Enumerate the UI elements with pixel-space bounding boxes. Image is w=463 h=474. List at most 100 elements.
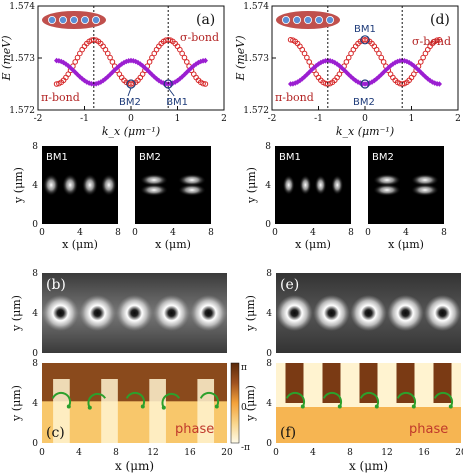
vortex-arrow-head bbox=[374, 404, 379, 409]
bm1-marker bbox=[360, 35, 370, 45]
y-tick-label: 8 bbox=[266, 359, 272, 369]
chain-site bbox=[59, 15, 68, 24]
data-point bbox=[434, 37, 440, 44]
vortex-arrow bbox=[433, 391, 454, 408]
y-axis-label: y (μm) bbox=[10, 385, 23, 422]
mode-lobe bbox=[373, 174, 401, 186]
data-point bbox=[378, 71, 384, 78]
x-tick-label: -2 bbox=[268, 114, 277, 124]
x-tick-label: 0 bbox=[128, 114, 134, 124]
mode-label: BM2 bbox=[139, 152, 161, 163]
x-axis-label: x (μm) bbox=[155, 238, 191, 251]
mode-lobe bbox=[178, 184, 206, 196]
y-tick-label: 0 bbox=[32, 349, 38, 359]
data-point bbox=[107, 54, 113, 61]
x-tick-label: 8 bbox=[208, 228, 214, 238]
mode-lobe bbox=[331, 175, 344, 195]
x-tick-label: 2 bbox=[455, 114, 461, 124]
vortex-ring bbox=[116, 295, 153, 331]
data-point bbox=[304, 54, 310, 61]
x-axis-label: k_x (μm⁻¹) bbox=[336, 125, 394, 138]
data-point bbox=[105, 73, 111, 80]
x-tick-label: 0 bbox=[132, 228, 138, 238]
data-point bbox=[301, 50, 308, 57]
chain-site bbox=[70, 15, 79, 24]
data-point bbox=[109, 59, 116, 65]
x-tick-label: 4 bbox=[76, 448, 82, 458]
phase-region bbox=[276, 407, 461, 443]
y-tick-label: 0 bbox=[265, 220, 271, 230]
vortex-ring bbox=[153, 295, 190, 331]
vortex-ring bbox=[387, 295, 424, 331]
panel-label: (e) bbox=[280, 277, 299, 293]
chain-site bbox=[325, 15, 334, 24]
mode-map-bm2: BM2 0 4 8 x (μm) bbox=[365, 146, 447, 251]
mode-map-bm2: BM2 0 4 8 x (μm) bbox=[132, 146, 214, 251]
data-point bbox=[308, 67, 315, 73]
x-axis-label: x (μm) bbox=[115, 459, 154, 473]
intensity-map-b: (b) 0 4 8 y (μm) bbox=[10, 269, 227, 359]
dispersion-series-d bbox=[287, 37, 443, 87]
series-pi-bond bbox=[54, 57, 208, 87]
mode-lobe bbox=[62, 174, 79, 196]
y-tick-label: 8 bbox=[266, 269, 272, 279]
chain-site bbox=[292, 15, 301, 24]
x-tick-label: 20 bbox=[221, 448, 233, 458]
mode-map-bm1: BM1 0 4 8 x (μm) 0 4 8 y (μm) bbox=[12, 142, 121, 251]
data-point bbox=[348, 73, 354, 80]
data-point bbox=[436, 37, 443, 43]
x-axis-label: k_x (μm⁻¹) bbox=[102, 125, 160, 138]
data-point bbox=[93, 80, 99, 87]
data-point bbox=[53, 81, 60, 87]
vortex-arrow bbox=[396, 391, 417, 408]
x-tick-label: 4 bbox=[77, 228, 83, 238]
vortex-arrow-head bbox=[140, 404, 145, 409]
data-point bbox=[336, 62, 343, 69]
bm1-label: BM1 bbox=[166, 97, 188, 108]
mode-lobe bbox=[314, 175, 327, 195]
data-point bbox=[146, 59, 153, 65]
vortex-arrow bbox=[285, 391, 306, 408]
x-tick-label: 4 bbox=[403, 228, 409, 238]
x-tick-label: 4 bbox=[310, 228, 316, 238]
x-tick-label: -1 bbox=[314, 114, 323, 124]
bm1-label: BM1 bbox=[354, 24, 376, 35]
data-point bbox=[392, 59, 398, 66]
x-tick-label: 8 bbox=[347, 448, 353, 458]
mode-lobe bbox=[140, 174, 168, 186]
data-point bbox=[184, 59, 190, 65]
y-axis-label: y (μm) bbox=[245, 167, 258, 204]
x-tick-label: 0 bbox=[272, 228, 278, 238]
data-point bbox=[297, 77, 303, 84]
vortex-arrow bbox=[359, 391, 380, 408]
data-point bbox=[181, 54, 188, 61]
x-tick-label: 8 bbox=[115, 228, 121, 238]
panel-label: (c) bbox=[46, 425, 65, 441]
data-point bbox=[380, 59, 387, 65]
mode-lobe bbox=[178, 174, 206, 186]
data-point bbox=[299, 76, 305, 82]
x-axis-label: x (μm) bbox=[388, 238, 424, 251]
panel-label: (b) bbox=[46, 277, 66, 293]
data-point bbox=[404, 58, 410, 65]
y-tick-label: 1.572 bbox=[9, 106, 35, 116]
colorbar: π 0 -π bbox=[230, 362, 250, 453]
phase-map-c: (c) phase 0 4 8 y (μm) 0 4 8 12 16 20 x (μm) π 0 -π bbox=[10, 359, 250, 473]
y-axis-label: y (μm) bbox=[244, 385, 257, 422]
data-point bbox=[381, 69, 387, 76]
dispersion-series-a bbox=[53, 37, 209, 87]
data-point bbox=[362, 37, 368, 43]
phase-label: phase bbox=[175, 422, 214, 437]
vortex-arrow-head bbox=[161, 405, 166, 410]
x-tick-label: 1 bbox=[409, 114, 415, 124]
mode-lobe bbox=[411, 184, 439, 196]
series-sigma-bond bbox=[53, 37, 209, 87]
y-tick-label: 4 bbox=[265, 181, 271, 191]
data-point bbox=[191, 62, 197, 69]
x-tick-label: 1 bbox=[175, 114, 181, 124]
phase-region bbox=[42, 401, 227, 443]
plot-decor-d: -2 -1 0 1 2 1.572 1.573 1.574 k_x (μm⁻¹) E (meV) B… bbox=[234, 2, 461, 138]
vortex-arrow bbox=[161, 392, 181, 409]
chain-illustration bbox=[42, 11, 106, 29]
